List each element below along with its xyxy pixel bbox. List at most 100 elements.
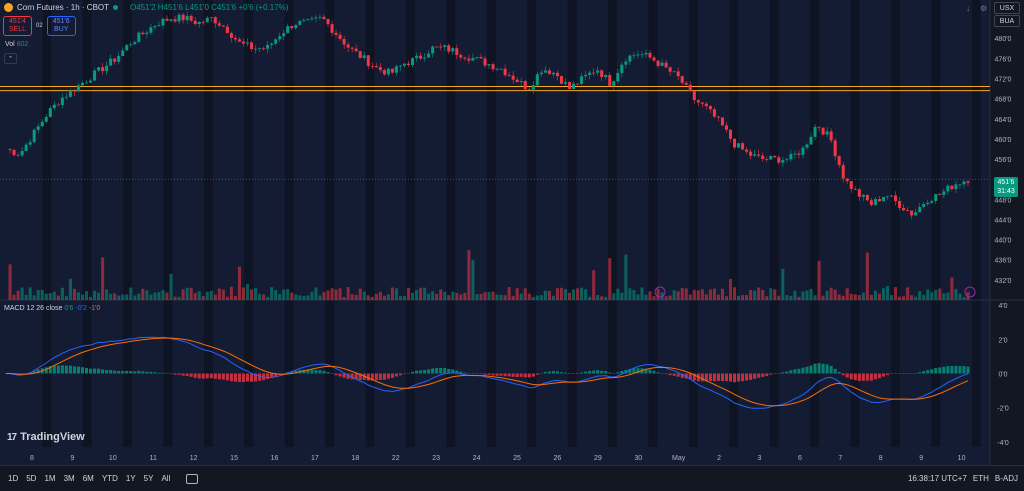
- candle-body: [873, 199, 877, 205]
- session-break-band: [365, 0, 375, 447]
- volume-bar: [157, 292, 161, 300]
- price-tick-label: 440'0: [995, 238, 1012, 245]
- volume-bar: [769, 288, 773, 300]
- candle-body: [934, 194, 938, 202]
- candle-body: [608, 75, 612, 86]
- timeframe-6m[interactable]: 6M: [82, 474, 94, 483]
- macd-tick-label: 4'0: [998, 303, 1007, 310]
- macd-histogram-bar: [366, 373, 370, 381]
- macd-histogram-bar: [596, 370, 600, 374]
- volume-bar: [628, 288, 632, 300]
- macd-histogram-bar: [217, 373, 221, 380]
- candle-body: [85, 82, 89, 84]
- volume-bar: [89, 296, 93, 300]
- volume-bar: [471, 260, 475, 300]
- macd-histogram-bar: [302, 369, 306, 374]
- timeframe-ytd[interactable]: YTD: [101, 474, 118, 483]
- candle-body: [519, 81, 523, 83]
- volume-legend: Vol 802: [5, 41, 28, 48]
- macd-histogram-bar: [68, 365, 72, 374]
- volume-bar: [165, 292, 169, 300]
- timeframe-3m[interactable]: 3M: [63, 474, 75, 483]
- macd-histogram-bar: [511, 373, 515, 377]
- settings-icon[interactable]: ⚙: [980, 4, 988, 13]
- macd-histogram-bar: [515, 373, 519, 378]
- macd-histogram-bar: [869, 373, 873, 381]
- macd-histogram-bar: [479, 373, 483, 374]
- macd-histogram-bar: [600, 370, 604, 374]
- sell-button[interactable]: 451'4 SELL: [3, 16, 32, 36]
- currency-selector[interactable]: USX: [994, 2, 1020, 14]
- macd-histogram-bar: [829, 365, 833, 374]
- volume-bar: [121, 294, 125, 300]
- macd-histogram-bar: [946, 365, 950, 374]
- download-icon[interactable]: ↓: [966, 4, 970, 13]
- timeframe-5d[interactable]: 5D: [26, 474, 37, 483]
- volume-bar: [443, 291, 447, 300]
- candle-body: [733, 138, 737, 148]
- macd-histogram-bar: [612, 372, 616, 374]
- macd-histogram-bar: [197, 373, 201, 379]
- macd-histogram-bar: [906, 373, 910, 374]
- macd-histogram-bar: [173, 373, 177, 375]
- volume-bar: [161, 290, 165, 300]
- timeframe-1d[interactable]: 1D: [8, 474, 19, 483]
- timeframe-all[interactable]: All: [161, 474, 171, 483]
- volume-bar: [499, 294, 503, 300]
- volume-bar: [193, 293, 197, 300]
- clock[interactable]: 16:38:17 UTC+7: [907, 474, 967, 483]
- volume-bar: [185, 287, 189, 300]
- volume-bar: [24, 294, 28, 300]
- buy-button[interactable]: 451'6 BUY: [46, 16, 76, 36]
- macd-histogram-bar: [966, 366, 970, 374]
- volume-bar: [394, 288, 398, 300]
- timeframe-1y[interactable]: 1Y: [125, 474, 136, 483]
- volume-bar: [402, 295, 406, 300]
- volume-bar: [435, 294, 439, 300]
- timeframe-5y[interactable]: 5Y: [143, 474, 154, 483]
- goto-date-icon[interactable]: [186, 473, 199, 484]
- volume-bar: [189, 287, 193, 300]
- adjustment-toggle[interactable]: B-ADJ: [994, 474, 1018, 483]
- macd-histogram-bar: [491, 373, 495, 376]
- candle-body: [386, 68, 390, 75]
- volume-bar: [592, 270, 596, 300]
- candle-body: [499, 68, 503, 70]
- tradingview-logo[interactable]: 17 TradingView: [7, 431, 85, 443]
- macd-histogram-bar: [101, 369, 105, 374]
- candle-body: [173, 19, 177, 22]
- macd-histogram-bar: [97, 368, 101, 374]
- macd-histogram-bar: [753, 373, 757, 379]
- candle-body: [809, 136, 813, 145]
- symbol-title[interactable]: Corn Futures · 1h · CBOT: [17, 3, 110, 12]
- candle-body: [555, 72, 559, 77]
- session-toggle[interactable]: ETH: [972, 474, 989, 483]
- volume-bar: [720, 288, 724, 300]
- volume-bar: [857, 295, 861, 300]
- unit-selector[interactable]: BUA: [994, 15, 1020, 27]
- candle-body: [101, 67, 105, 72]
- macd-title[interactable]: MACD 12 26 close: [4, 305, 63, 312]
- candle-body: [531, 85, 535, 90]
- candle-body: [463, 57, 467, 59]
- volume-bar: [737, 295, 741, 300]
- collapse-legend-button[interactable]: ⌃: [4, 53, 17, 64]
- session-break-band: [971, 0, 981, 447]
- macd-histogram-bar: [708, 373, 712, 381]
- volume-bar: [531, 296, 535, 300]
- volume-bar: [688, 294, 692, 300]
- volume-bar: [926, 289, 930, 300]
- time-tick-label: 10: [109, 455, 117, 462]
- candle-body: [559, 76, 563, 84]
- timeframe-1m[interactable]: 1M: [44, 474, 56, 483]
- price-chart[interactable]: 480'0476'0472'0468'0464'0460'0456'0452'0…: [0, 0, 1024, 465]
- candle-body: [926, 202, 930, 205]
- volume-bar: [362, 291, 366, 300]
- candle-body: [845, 178, 849, 182]
- candle-body: [431, 46, 435, 54]
- volume-bar: [358, 288, 362, 300]
- macd-histogram-bar: [250, 373, 254, 382]
- time-tick-label: 12: [190, 455, 198, 462]
- macd-histogram-bar: [833, 368, 837, 374]
